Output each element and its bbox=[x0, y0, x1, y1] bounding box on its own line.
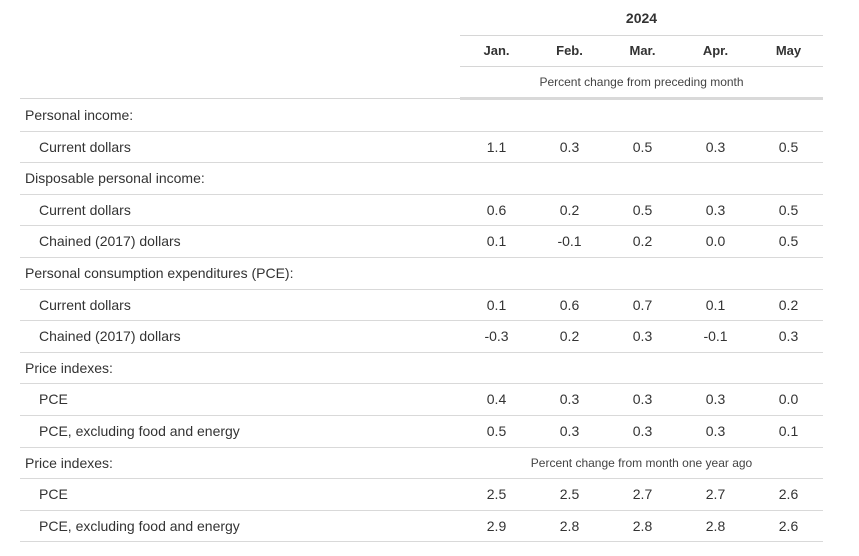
section-row: Price indexes: bbox=[20, 353, 823, 384]
value-cell-feb: 0.3 bbox=[559, 391, 580, 407]
value-cell-jan: 1.1 bbox=[486, 139, 507, 155]
value-cell-may: 0.2 bbox=[778, 297, 799, 313]
subheading-annual-change: Percent change from month one year ago bbox=[530, 456, 753, 470]
value-cell-feb: 0.6 bbox=[559, 297, 580, 313]
value-cell-jan: 0.1 bbox=[486, 297, 507, 313]
value-cell-may: 0.5 bbox=[778, 202, 799, 218]
row-label: PCE bbox=[39, 391, 68, 407]
header-bottom-rule bbox=[460, 97, 823, 100]
table-row: PCE 2.5 2.5 2.7 2.7 2.6 bbox=[20, 479, 823, 511]
section-label: Personal consumption expenditures (PCE): bbox=[25, 265, 294, 281]
row-label: Chained (2017) dollars bbox=[39, 233, 181, 249]
value-cell-apr: 2.7 bbox=[705, 486, 726, 502]
value-cell-mar: 0.3 bbox=[632, 423, 653, 439]
value-cell-may: 2.6 bbox=[778, 486, 799, 502]
row-label: Current dollars bbox=[39, 139, 131, 155]
value-cell-jan: 0.4 bbox=[486, 391, 507, 407]
row-label: Chained (2017) dollars bbox=[39, 328, 181, 344]
row-label: PCE bbox=[39, 486, 68, 502]
value-cell-feb: 0.2 bbox=[559, 202, 580, 218]
row-label: Current dollars bbox=[39, 297, 131, 313]
value-cell-may: 0.5 bbox=[778, 139, 799, 155]
value-cell-may: 0.1 bbox=[778, 423, 799, 439]
section-row: Disposable personal income: bbox=[20, 163, 823, 195]
table-row: Current dollars 0.1 0.6 0.7 0.1 0.2 bbox=[20, 290, 823, 321]
value-cell-mar: 2.8 bbox=[632, 518, 653, 534]
column-header-underline bbox=[460, 66, 823, 67]
year-heading: 2024 bbox=[625, 10, 658, 26]
section-label: Disposable personal income: bbox=[25, 170, 205, 186]
section-label: Personal income: bbox=[25, 107, 134, 123]
header-left-rule bbox=[20, 98, 460, 99]
table-row: PCE 0.4 0.3 0.3 0.3 0.0 bbox=[20, 384, 823, 416]
value-cell-may: 2.6 bbox=[778, 518, 799, 534]
value-cell-mar: 0.3 bbox=[632, 328, 653, 344]
value-cell-apr: 0.3 bbox=[705, 391, 726, 407]
value-cell-may: 0.5 bbox=[778, 233, 799, 249]
section-row: Personal consumption expenditures (PCE): bbox=[20, 258, 823, 290]
value-cell-jan: 2.9 bbox=[486, 518, 507, 534]
column-header-mar: Mar. bbox=[629, 43, 656, 58]
value-cell-mar: 0.5 bbox=[632, 139, 653, 155]
row-label: Current dollars bbox=[39, 202, 131, 218]
subheading-monthly-change: Percent change from preceding month bbox=[539, 75, 744, 89]
row-label: PCE, excluding food and energy bbox=[39, 423, 240, 439]
value-cell-apr: -0.1 bbox=[703, 328, 728, 344]
value-cell-feb: 0.2 bbox=[559, 328, 580, 344]
value-cell-jan: 2.5 bbox=[486, 486, 507, 502]
section-label: Price indexes: bbox=[25, 455, 113, 471]
value-cell-apr: 0.0 bbox=[705, 233, 726, 249]
value-cell-mar: 0.2 bbox=[632, 233, 653, 249]
value-cell-may: 0.3 bbox=[778, 328, 799, 344]
value-cell-feb: 2.8 bbox=[559, 518, 580, 534]
table-row: Chained (2017) dollars 0.1 -0.1 0.2 0.0 0.5 bbox=[20, 226, 823, 258]
value-cell-feb: 0.3 bbox=[559, 139, 580, 155]
value-cell-apr: 2.8 bbox=[705, 518, 726, 534]
section-row: Personal income: bbox=[20, 100, 823, 132]
column-header-jan: Jan. bbox=[483, 43, 510, 58]
value-cell-jan: 0.5 bbox=[486, 423, 507, 439]
row-label: PCE, excluding food and energy bbox=[39, 518, 240, 534]
column-header-apr: Apr. bbox=[702, 43, 729, 58]
table-row: Chained (2017) dollars -0.3 0.2 0.3 -0.1 0.3 bbox=[20, 321, 823, 353]
value-cell-apr: 0.3 bbox=[705, 202, 726, 218]
table-row: Current dollars 1.1 0.3 0.5 0.3 0.5 bbox=[20, 132, 823, 163]
value-cell-feb: -0.1 bbox=[557, 233, 582, 249]
column-header-may: May bbox=[775, 43, 802, 58]
value-cell-may: 0.0 bbox=[778, 391, 799, 407]
table-row: PCE, excluding food and energy 0.5 0.3 0.3 0… bbox=[20, 416, 823, 448]
value-cell-apr: 0.3 bbox=[705, 423, 726, 439]
year-underline bbox=[460, 35, 823, 36]
value-cell-feb: 0.3 bbox=[559, 423, 580, 439]
value-cell-mar: 0.7 bbox=[632, 297, 653, 313]
table-row: Current dollars 0.6 0.2 0.5 0.3 0.5 bbox=[20, 195, 823, 226]
value-cell-feb: 2.5 bbox=[559, 486, 580, 502]
value-cell-mar: 0.3 bbox=[632, 391, 653, 407]
column-header-feb: Feb. bbox=[556, 43, 583, 58]
section-row: Price indexes: Percent change from month … bbox=[20, 448, 823, 479]
value-cell-mar: 2.7 bbox=[632, 486, 653, 502]
value-cell-jan: 0.1 bbox=[486, 233, 507, 249]
value-cell-apr: 0.3 bbox=[705, 139, 726, 155]
value-cell-apr: 0.1 bbox=[705, 297, 726, 313]
value-cell-jan: 0.6 bbox=[486, 202, 507, 218]
value-cell-mar: 0.5 bbox=[632, 202, 653, 218]
value-cell-jan: -0.3 bbox=[484, 328, 509, 344]
table-row: PCE, excluding food and energy 2.9 2.8 2.8 2… bbox=[20, 511, 823, 542]
section-label: Price indexes: bbox=[25, 360, 113, 376]
